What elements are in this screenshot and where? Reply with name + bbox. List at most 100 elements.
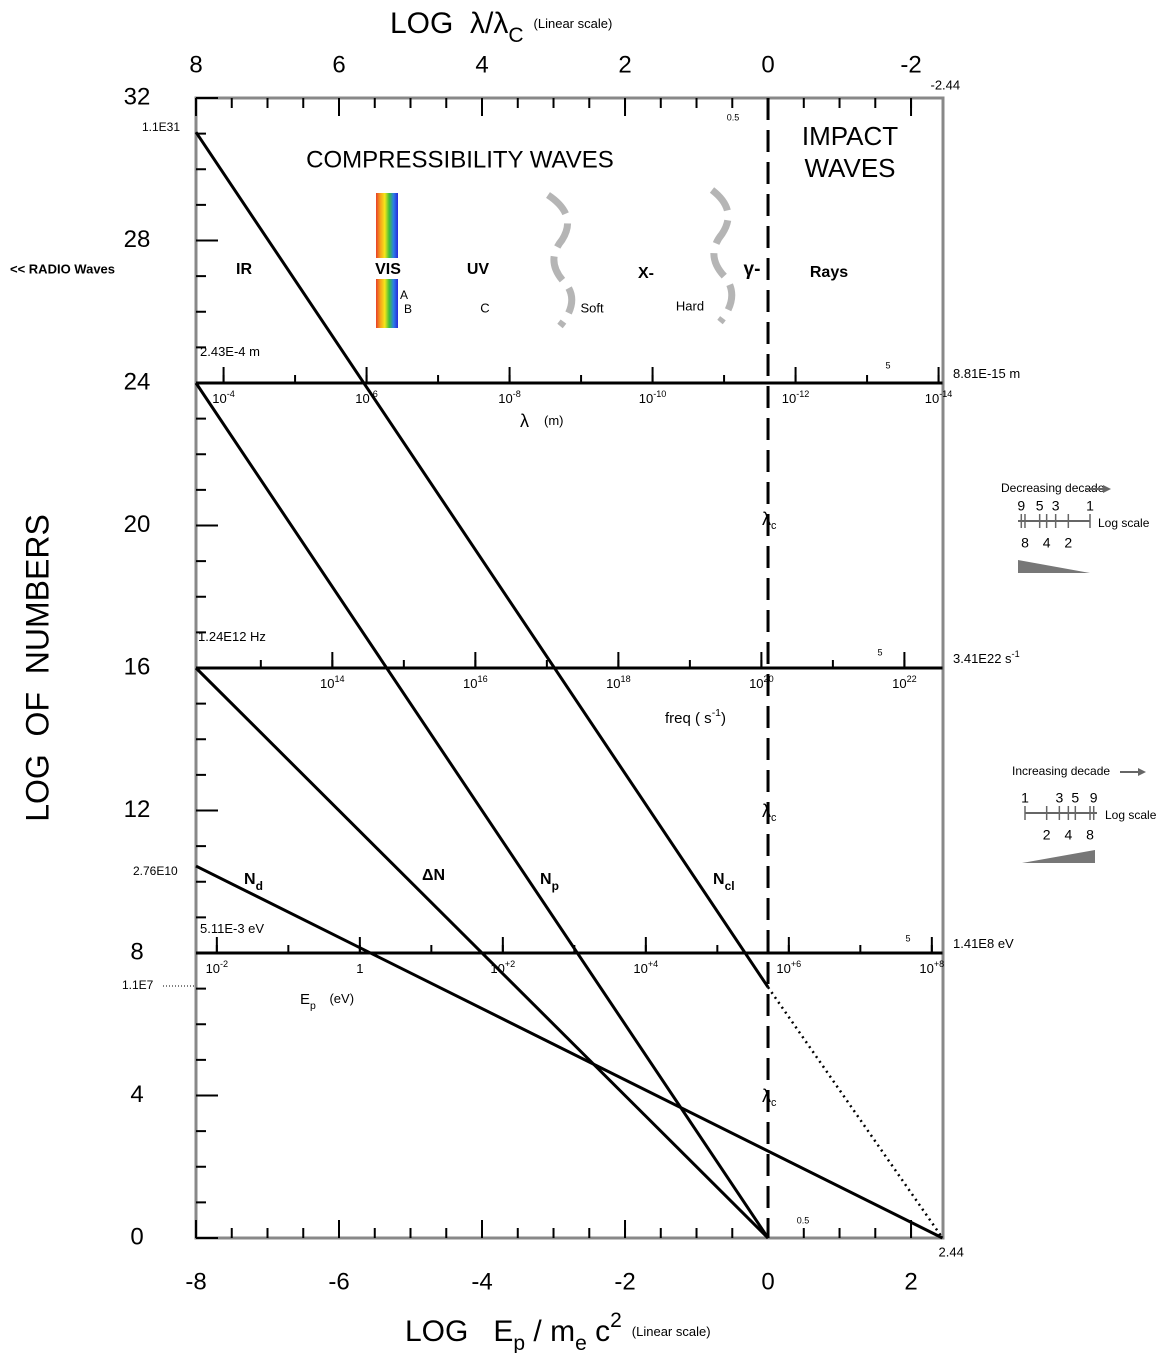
annotation: UV	[467, 261, 490, 278]
x2-tick-label: 0	[761, 51, 774, 78]
text-run: freq ( s	[665, 710, 712, 727]
text-run: e	[575, 1332, 587, 1353]
series-label: Ncl	[713, 871, 735, 893]
text-run: d	[256, 879, 263, 893]
annotation: IMPACT	[802, 121, 898, 151]
scale-key-digit: 2	[1064, 535, 1072, 551]
log-axis-title: Ep (eV)	[300, 991, 354, 1012]
log-tick-label: 1016	[463, 674, 488, 691]
text-run: (m)	[544, 413, 564, 428]
scale-key-wedge	[1018, 560, 1090, 573]
log-axis-end-label: 1.41E8 eV	[953, 936, 1014, 951]
log-tick-label: 10-12	[782, 389, 810, 406]
wave-glyph	[709, 187, 736, 325]
text-run: -2	[220, 959, 228, 969]
text-run: 10	[782, 391, 796, 406]
x-tick-label: -2	[614, 1268, 635, 1295]
text-run: λ	[762, 509, 771, 529]
text-run: 10	[606, 676, 620, 691]
log-tick-label: 1022	[892, 674, 917, 691]
arrow-head	[1138, 768, 1146, 776]
scale-key-label: Log scale	[1098, 516, 1150, 530]
text-run: (Linear scale)	[632, 1324, 711, 1339]
series-line	[194, 131, 770, 989]
text-run: +2	[505, 959, 515, 969]
text-run: c	[771, 1097, 777, 1109]
log-tick-label: 1018	[606, 674, 631, 691]
text-run: -4	[227, 389, 235, 399]
annotation: 2.76E10	[133, 864, 178, 878]
text-run: cl	[725, 879, 735, 893]
y-tick-label: 12	[124, 796, 151, 823]
text-run: LOG E	[405, 1315, 513, 1348]
log-tick-label: 1	[356, 961, 363, 976]
x2-tick-label: 6	[332, 51, 345, 78]
log-tick-label: 10+6	[776, 959, 801, 976]
text-run: 10	[212, 391, 226, 406]
series-label: Nd	[244, 871, 263, 893]
x-tick-label: 2	[904, 1268, 917, 1295]
x-tick-label: -6	[328, 1268, 349, 1295]
x-title: LOG Ep / me c2 (Linear scale)	[405, 1309, 711, 1353]
text-run: +4	[648, 959, 658, 969]
text-run: 8.81E-15 m	[953, 366, 1020, 381]
x-tick-label: 0	[761, 1268, 774, 1295]
text-run: 10	[463, 676, 477, 691]
annotation: Hard	[676, 298, 704, 313]
annotation: COMPRESSIBILITY WAVES	[306, 146, 614, 173]
text-run: 10	[892, 676, 906, 691]
y-title: LOG OF NUMBERS	[19, 514, 55, 822]
log-axis-start-label: 5.11E-3 eV	[200, 921, 264, 936]
text-run: -6	[370, 389, 378, 399]
text-run: 2	[610, 1309, 622, 1332]
text-run: 5.11E-3 eV	[200, 921, 264, 936]
text-run: -10	[653, 389, 666, 399]
y-tick-label: 16	[124, 653, 151, 680]
reference-label: λc	[762, 801, 777, 824]
log-tick-label: 10-2	[206, 959, 229, 976]
reference-label: λc	[762, 509, 777, 532]
scale-key-digit: 1	[1021, 790, 1029, 806]
annotation: WAVES	[804, 153, 895, 183]
text-run: ΔN	[422, 867, 445, 884]
log-axis-start-label: 1.24E12 Hz	[198, 629, 266, 644]
y-tick-label: 28	[124, 226, 151, 253]
x-tick-label: -4	[471, 1268, 492, 1295]
text-run: λ	[762, 801, 771, 821]
text-run: 10	[355, 391, 369, 406]
text-run: -1	[1012, 649, 1020, 659]
log-tick-label: 1014	[320, 674, 345, 691]
log-axis-title: freq ( s-1)	[665, 707, 726, 727]
scale-key-title: Decreasing decade	[1001, 481, 1105, 495]
log-tick-label: 10-10	[639, 389, 667, 406]
annotation: γ-	[744, 259, 761, 280]
text-run: 10	[925, 391, 939, 406]
text-run: λ	[520, 411, 534, 431]
x2-tick-label: 4	[475, 51, 488, 78]
series-label: ΔN	[422, 867, 445, 884]
annotation: 1.1E31	[142, 120, 180, 134]
text-run: E	[300, 991, 310, 1008]
text-run: 2.43E-4 m	[200, 344, 260, 359]
text-run: 1	[356, 961, 363, 976]
scale-key-digit: 2	[1043, 827, 1051, 843]
annotation: X-	[638, 265, 654, 282]
y-tick-label: 4	[130, 1081, 143, 1108]
scale-key-wedge	[1022, 850, 1095, 863]
annotation: 0.5	[797, 1215, 810, 1225]
log-tick-label: 1020	[749, 674, 774, 691]
text-run: 10	[206, 961, 220, 976]
series-line	[767, 986, 944, 1239]
text-run: -12	[796, 389, 809, 399]
annotation: Soft	[580, 300, 604, 315]
text-run: 10	[776, 961, 790, 976]
log-axis-end-label: 8.81E-15 m	[953, 366, 1020, 381]
wave-glyph	[545, 192, 576, 329]
visible-spectrum	[376, 193, 398, 258]
x-end-label: 2.44	[939, 1244, 964, 1259]
log-tick-label: 10+8	[919, 959, 944, 976]
arrow-head	[1103, 485, 1111, 493]
log-tick-label: 10+4	[633, 959, 658, 976]
x2-tick-label: 2	[618, 51, 631, 78]
